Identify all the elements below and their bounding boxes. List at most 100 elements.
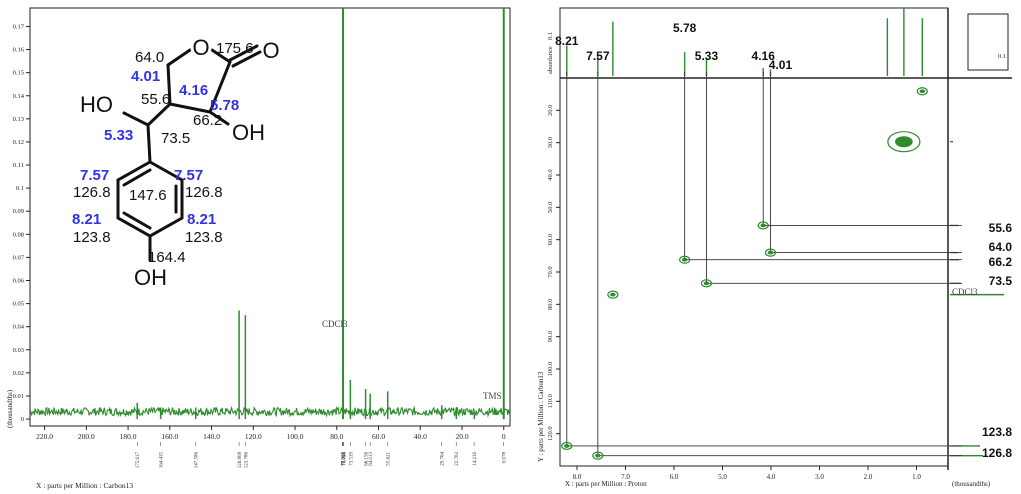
c13-shift-164-4: 164.4 (148, 249, 186, 266)
hsqc-corner-label: (thousandths) (952, 480, 991, 488)
bond-o-c175 (210, 48, 232, 64)
hsqc-cross-peaks (561, 87, 928, 460)
hsqc-cross-peak-contour (887, 131, 921, 153)
hsqc-y-label: Y : parts per Million : Carbon13 (537, 371, 545, 462)
hsqc-x-tick-label: 5.0 (718, 473, 727, 481)
c13-y-tick-label: 0.01 (13, 393, 24, 400)
c13-shift-73-5: 73.5 (161, 130, 190, 147)
c13-shift-147-6: 147.6 (129, 187, 167, 204)
chemical-structure (116, 44, 262, 262)
hsqc-y-tick-label: 80.0 (547, 299, 554, 310)
hsqc-y-tick-label: 50.0 (547, 202, 554, 213)
c13-peaks (136, 8, 505, 420)
c13-y-tick-label: 0.05 (13, 301, 24, 308)
c13-baseline-noise (29, 405, 511, 418)
c13-y-tick-label: 0.16 (13, 47, 25, 54)
atom-ring-o: O (192, 35, 209, 60)
bond-c73-c147 (146, 123, 152, 164)
c13-y-tick-label: 0.09 (13, 208, 24, 215)
h1-projection-frame (559, 7, 949, 79)
hsqc-y-tick-label: 90.0 (547, 331, 554, 342)
hsqc-cross-peak (610, 292, 616, 297)
c13-x-tick-label: 80.0 (330, 432, 343, 441)
hsqc-cross-peak (703, 281, 710, 286)
hsqc-x-label: X : parts per Million : Proton (565, 480, 647, 488)
c13-peak-label: 123.786 (244, 452, 249, 469)
hsqc-carbon-label: 73.5 (989, 274, 1013, 288)
c13-x-label: X : parts per Million : Carbon13 (36, 481, 133, 490)
c13-peak-label: 73.539 (349, 452, 354, 466)
hsqc-carbon-label: 64.0 (989, 240, 1013, 254)
c13-shift-123-8-left: 123.8 (73, 229, 111, 246)
hsqc-cross-peak (595, 453, 601, 458)
hsqc-cdcl3-annotation: CDCl3 (952, 287, 978, 297)
c13-noise-trace (29, 405, 511, 418)
hsqc-y-tick-label: 110.0 (547, 394, 554, 408)
hsqc-cross-peak (760, 223, 766, 228)
aromatic-double-2 (122, 211, 152, 230)
c13-x-tick-label: 100.0 (287, 432, 304, 441)
bond-c64-o (166, 48, 192, 67)
atom-oh-left: HO (80, 92, 113, 117)
hsqc-x-tick-label: 6.0 (670, 473, 679, 481)
hsqc-panel: abundance 0.1 8.21 7.57 5.78 5.33 4.164.01 0… (537, 7, 1012, 488)
hsqc-cross-peak-contour (679, 255, 691, 264)
c13-y-tick-label: 0.08 (13, 231, 24, 238)
c13-peak-label: 29.764 (441, 452, 446, 466)
c13-y-tick-label: 0.11 (13, 162, 24, 169)
c13-shift-66-2: 66.2 (193, 112, 222, 129)
hsqc-x-tick-label: 1.0 (912, 473, 921, 481)
h1-shift-7-57-left: 7.57 (80, 167, 109, 184)
abundance-label: abundance (547, 46, 554, 74)
hsqc-y-tick-label: 70.0 (547, 266, 554, 277)
c13-x-axis: 220.0 200.0 180.0 160.0 140.0 120.0 100.0 80.0 6… (36, 426, 506, 441)
c13-plot-frame (29, 7, 511, 427)
hsqc-x-tick-label: 7.0 (621, 473, 630, 481)
hsqc-cross-peak-contour (757, 221, 769, 230)
c13-peak-label: 76.728 (343, 452, 348, 466)
hsqc-x-tick-label: 3.0 (815, 473, 824, 481)
structure-labels: O O OH HO OH 175.6 64.0 55.6 66.2 73.5 1… (72, 32, 280, 290)
bond-c66-oh (208, 110, 230, 126)
tms-annotation: TMS (483, 391, 502, 401)
c13-x-tick-label: 140.0 (203, 432, 220, 441)
hsqc-x-tick-label: 4.0 (767, 473, 776, 481)
hsqc-cross-peak (919, 89, 926, 94)
hsqc-x-tick-label: 2.0 (864, 473, 873, 481)
c13-y-tick-label: 0.04 (13, 324, 25, 331)
hsqc-cross-peak (681, 257, 688, 262)
c13-x-tick-label: 0 (502, 432, 506, 441)
corner-inset-tick: 0.1 (998, 53, 1006, 60)
c13-peak-label: 164.435 (160, 452, 165, 469)
c13-peak-label: 126.808 (238, 452, 243, 469)
bond-c66-c175 (208, 60, 232, 114)
hsqc-y-tick-label: 20.0 (547, 105, 554, 116)
c13-y-axis: 0.17 0.16 0.15 0.14 0.13 0.12 0.11 0.1 0.09 0.08 0… (13, 23, 30, 423)
atom-oh-bottom: OH (134, 265, 167, 290)
h1-shift-5-33: 5.33 (104, 127, 133, 144)
hsqc-cross-peak (767, 250, 774, 255)
hsqc-y-axis: 20.0 30.0 40.0 50.0 60.0 70.0 80.0 90.0 100.0 110… (547, 105, 560, 441)
hsqc-y-tick-label: 60.0 (547, 234, 554, 245)
hsqc-carbon-labels: 55.6 64.066.2 73.5 123.8 126.8 (982, 221, 1012, 460)
c13-shift-64-0: 64.0 (135, 49, 164, 66)
bond-carbonyl-1 (228, 44, 259, 62)
c13-peak-label: 147.586 (195, 452, 200, 469)
carbon13-spectrum-panel: 0.17 0.16 0.15 0.14 0.13 0.12 0.11 0.1 0.09 0.08 0… (6, 7, 511, 490)
c13-y-tick-label: 0.13 (13, 116, 24, 123)
c13-x-tick-label: 200.0 (78, 432, 95, 441)
bond-c55-c73 (146, 102, 172, 127)
hsqc-cross-peak-contour (916, 87, 928, 96)
c13-y-tick-label: 0.14 (13, 93, 25, 100)
hsqc-guide-lines (566, 72, 962, 457)
c13-x-tick-label: 40.0 (414, 432, 427, 441)
c13-peak-label: 55.621 (387, 452, 392, 466)
c13-x-tick-label: 160.0 (161, 432, 178, 441)
h1-projection-labels: 8.21 7.57 5.78 5.33 4.164.01 (555, 21, 792, 72)
hsqc-carbon-label: 123.8 (982, 425, 1012, 439)
c13-y-label: (thousandths) (6, 389, 14, 428)
c13-peak-label: 14.216 (473, 452, 478, 466)
c13-y-tick-label: 0.12 (13, 139, 24, 146)
c13-y-tick-label: 0.15 (13, 70, 24, 77)
h1-projection-peaks (566, 8, 923, 76)
